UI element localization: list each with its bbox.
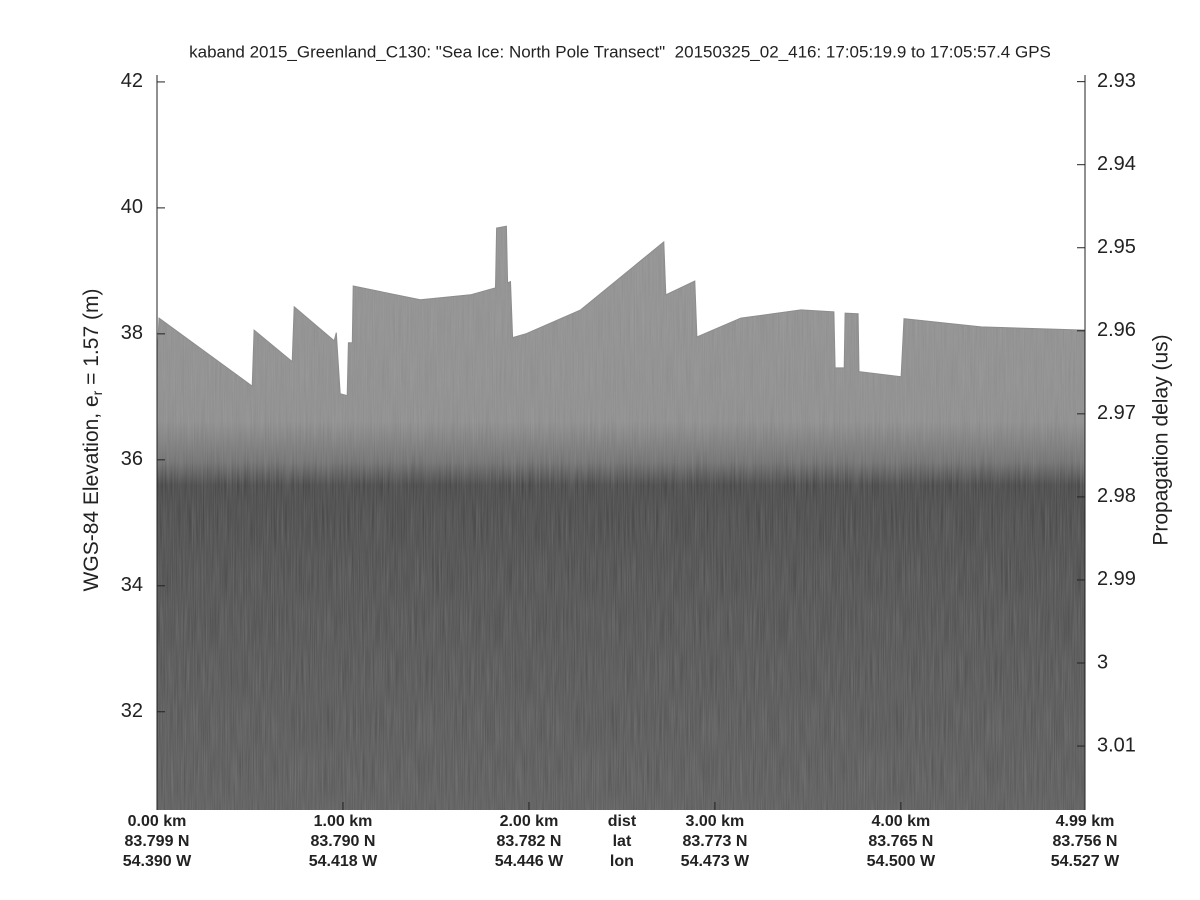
lat-label: 83.765 N [868, 833, 933, 850]
y-tick-label: 34 [121, 574, 143, 596]
lon-label: 54.500 W [867, 853, 936, 870]
y-axis-title: WGS-84 Elevation, er = 1.57 (m) [80, 289, 105, 592]
y-tick-label: 38 [121, 322, 143, 344]
y2-tick-label: 2.99 [1097, 568, 1136, 590]
y-axis-title-text: WGS-84 Elevation, e [80, 395, 103, 591]
lat-label: 83.773 N [682, 833, 747, 850]
lon-label: 54.527 W [1051, 853, 1120, 870]
y-tick-label: 36 [121, 448, 143, 470]
row-label: dist [608, 813, 637, 830]
row-label: lon [610, 853, 634, 870]
y2-tick-label: 2.97 [1097, 402, 1136, 424]
lon-label: 54.446 W [495, 853, 564, 870]
y-tick-label: 40 [121, 196, 143, 218]
y-axis-title-subscript: r [89, 390, 105, 395]
x-tick-label: 3.00 km [686, 813, 745, 830]
row-label: lat [613, 833, 632, 850]
lon-label: 54.473 W [681, 853, 750, 870]
chart-title: kaband 2015_Greenland_C130: "Sea Ice: No… [189, 42, 1051, 61]
lat-label: 83.782 N [496, 833, 561, 850]
y2-axis-title: Propagation delay (us) [1150, 334, 1173, 545]
x-tick-label: 4.00 km [872, 813, 931, 830]
x-tick-label: 4.99 km [1056, 813, 1115, 830]
lat-label: 83.756 N [1053, 833, 1118, 850]
x-tick-label: 2.00 km [500, 813, 559, 830]
echogram-texture [157, 226, 1085, 810]
surface-line [156, 225, 1086, 397]
y2-tick-label: 2.95 [1097, 236, 1136, 258]
y2-tick-label: 2.94 [1097, 153, 1136, 175]
lon-label: 54.390 W [123, 853, 192, 870]
y-tick-label: 42 [121, 70, 143, 92]
y2-tick-label: 2.93 [1097, 70, 1136, 92]
y2-tick-label: 2.96 [1097, 319, 1136, 341]
y2-tick-label: 3 [1097, 651, 1108, 673]
x-tick-label: 1.00 km [314, 813, 373, 830]
y-axis-title-suffix: = 1.57 (m) [80, 289, 103, 391]
lon-label: 54.418 W [309, 853, 378, 870]
y2-tick-label: 3.01 [1097, 734, 1136, 756]
lat-label: 83.799 N [125, 833, 190, 850]
lat-label: 83.790 N [311, 833, 376, 850]
x-tick-label: 0.00 km [128, 813, 187, 830]
y2-tick-label: 2.98 [1097, 485, 1136, 507]
y-tick-label: 32 [121, 700, 143, 722]
